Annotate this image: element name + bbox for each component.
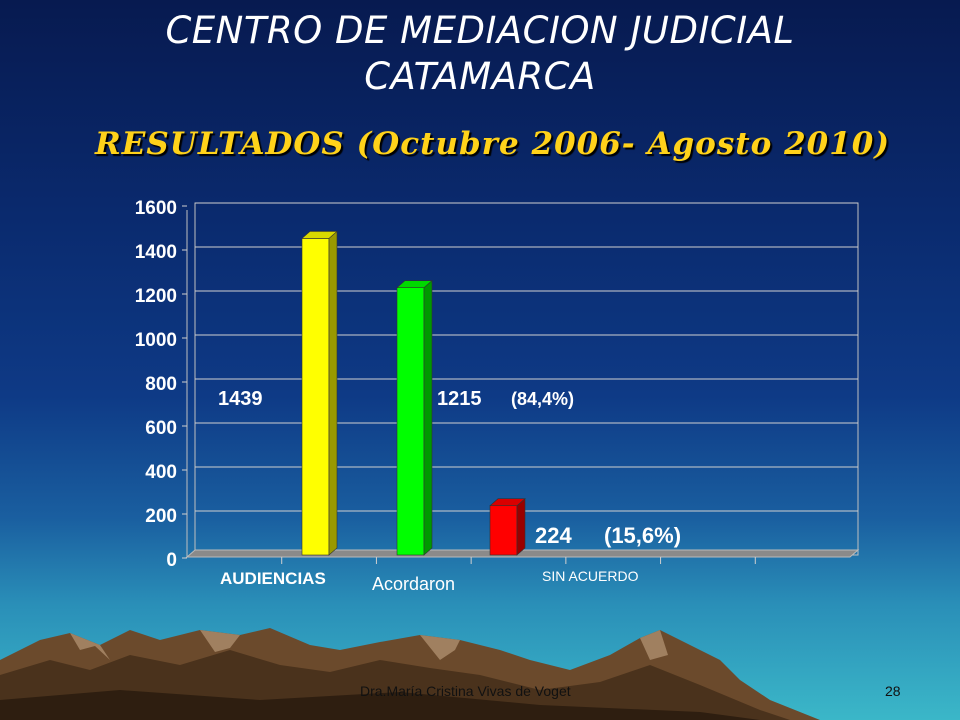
percent-label: (15,6%) [604, 523, 681, 548]
y-tick-label: 1400 [135, 242, 177, 263]
title-line-1: CENTRO DE MEDIACION JUDICIAL [165, 9, 795, 52]
bar-acordaron [396, 280, 433, 556]
y-tick-label: 0 [166, 550, 177, 571]
value-label: 1215 [437, 388, 482, 410]
value-label: 1439 [218, 388, 263, 410]
chart-floor [185, 549, 860, 558]
y-tick-label: 200 [145, 506, 177, 527]
y-tick-label: 600 [145, 418, 177, 439]
percent-label: (84,4%) [511, 389, 574, 409]
bar-sin-acuerdo [489, 498, 526, 556]
x-category-label: SIN ACUERDO [542, 568, 639, 584]
value-label: 224 [535, 523, 572, 548]
title-line-2: CATAMARCA [364, 55, 596, 98]
y-tick-label: 1200 [135, 286, 177, 307]
y-tick-label: 1600 [135, 198, 177, 219]
y-tick-label: 400 [145, 462, 177, 483]
page-number: 28 [885, 683, 901, 699]
x-category-label: AUDIENCIAS [220, 569, 326, 588]
footer-author: Dra.María Cristina Vivas de Voget [360, 683, 571, 699]
slide-title: CENTRO DE MEDIACION JUDICIAL CATAMARCA [0, 8, 960, 100]
y-tick-label: 1000 [135, 330, 177, 351]
slide-subtitle: RESULTADOS (Octubre 2006- Agosto 2010) [95, 126, 891, 162]
y-tick-label: 800 [145, 374, 177, 395]
bar-audiencias [301, 230, 338, 556]
x-category-label: Acordaron [372, 574, 455, 594]
